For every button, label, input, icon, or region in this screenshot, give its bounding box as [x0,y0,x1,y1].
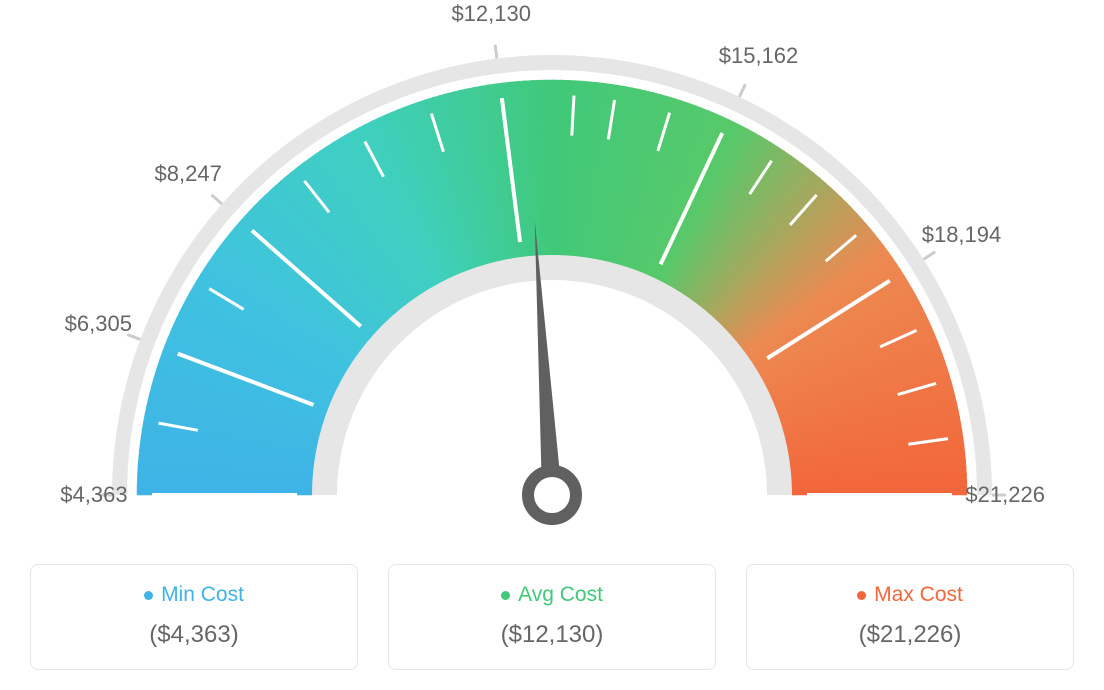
legend-title-max: Max Cost [857,583,963,607]
legend-title-avg: Avg Cost [501,583,603,607]
legend-row: Min Cost ($4,363) Avg Cost ($12,130) Max Cos… [0,564,1104,670]
tick-label: $18,194 [922,222,1002,248]
tick-label: $15,162 [719,43,799,69]
legend-card-min: Min Cost ($4,363) [30,564,358,670]
legend-dot-max [857,591,866,600]
gauge-area: $4,363 $6,305 $8,247 $12,130 $15,162 $18,194 $… [0,0,1104,540]
legend-card-avg: Avg Cost ($12,130) [388,564,716,670]
legend-title-text-avg: Avg Cost [518,583,603,607]
tick-label: $4,363 [60,482,127,508]
legend-title-min: Min Cost [144,583,244,607]
legend-dot-min [144,591,153,600]
tick-label: $21,226 [965,482,1045,508]
legend-card-max: Max Cost ($21,226) [746,564,1074,670]
tick-label: $8,247 [155,161,222,187]
tick-label: $6,305 [65,311,132,337]
legend-title-text-max: Max Cost [874,583,963,607]
needle-hub [528,471,576,519]
legend-value-avg: ($12,130) [399,621,705,649]
gauge-svg [0,0,1104,540]
legend-title-text-min: Min Cost [161,583,244,607]
legend-value-min: ($4,363) [41,621,347,649]
tick-label: $12,130 [451,1,531,27]
legend-dot-avg [501,591,510,600]
cost-gauge-chart: { "gauge": { "type": "gauge", "min_value… [0,0,1104,690]
legend-value-max: ($21,226) [757,621,1063,649]
